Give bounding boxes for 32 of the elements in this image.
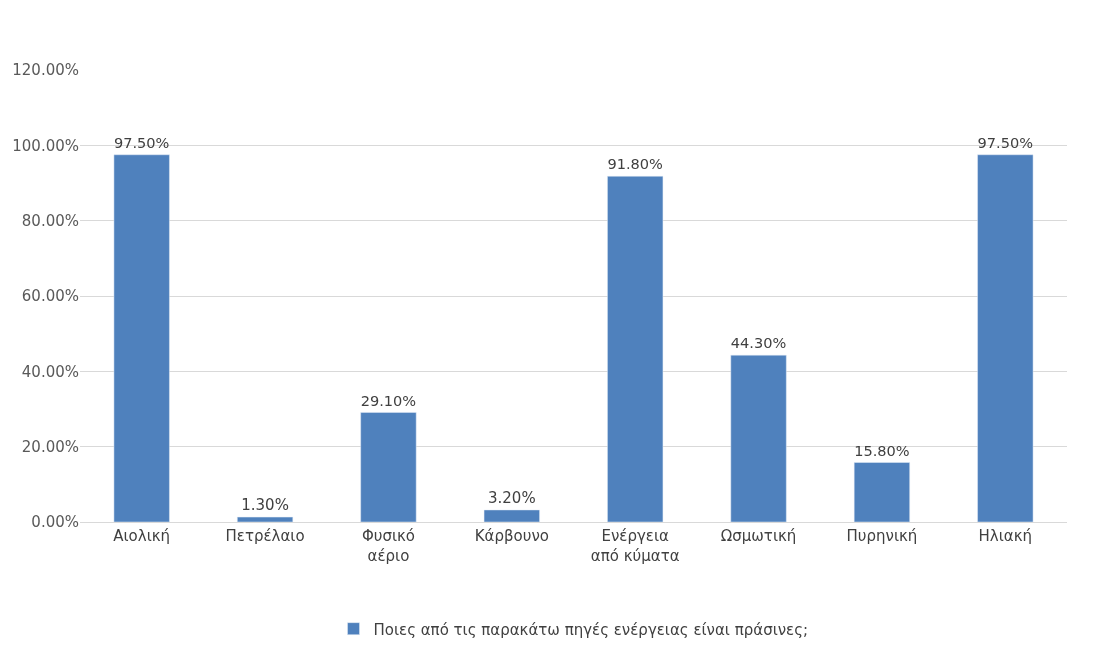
y-tick-label: 100.00%	[12, 136, 79, 155]
bar	[730, 354, 787, 522]
x-tick-label: Πετρέλαιο	[225, 527, 305, 545]
data-label: 44.30%	[730, 334, 787, 352]
data-label: 97.50%	[113, 133, 170, 151]
x-tick-label: Ενέργεια από κύματα	[590, 527, 680, 565]
bar	[360, 412, 417, 522]
x-tick-label: Ηλιακή	[978, 527, 1033, 545]
y-tick-label: 20.00%	[21, 437, 79, 456]
bar	[977, 154, 1034, 522]
y-tick-label: 120.00%	[12, 61, 79, 80]
bar	[483, 509, 540, 522]
x-tick-label: Πυρηνική	[846, 527, 918, 545]
x-tick-label: Αιολική	[113, 527, 171, 545]
bar	[607, 175, 664, 522]
x-tick-label: Κάρβουνο	[474, 527, 549, 545]
data-label: 97.50%	[977, 133, 1034, 151]
legend-label: Ποιες από τις παρακάτω πηγές ενέργειας είναι πράσινες;	[373, 620, 809, 639]
data-label: 91.80%	[607, 155, 664, 173]
data-label: 3.20%	[487, 488, 536, 507]
data-label: 29.10%	[360, 391, 417, 409]
y-tick-label: 40.00%	[21, 362, 79, 381]
data-label: 15.80%	[854, 441, 910, 459]
y-tick-label: 0.00%	[31, 513, 79, 532]
y-tick-label: 60.00%	[21, 287, 79, 306]
data-label: 1.30%	[241, 496, 289, 515]
bar	[113, 154, 170, 522]
x-tick-label: Φυσικό αέριο	[361, 527, 415, 565]
y-tick-label: 80.00%	[21, 211, 79, 230]
x-tick-label: Ωσμωτική	[720, 527, 797, 545]
bar	[237, 516, 294, 522]
bar	[853, 462, 910, 522]
